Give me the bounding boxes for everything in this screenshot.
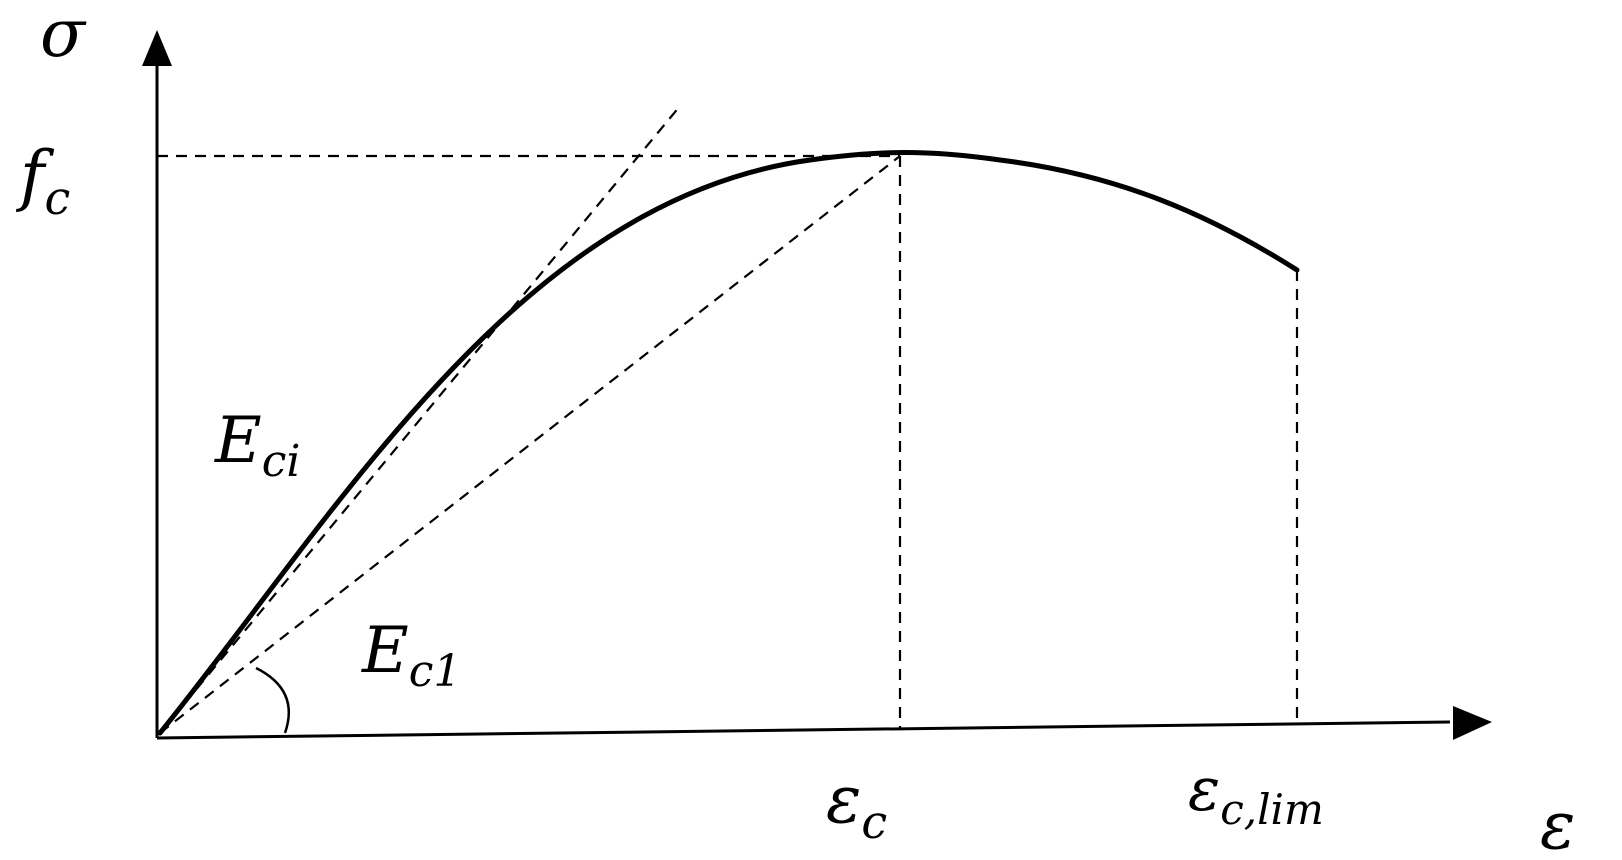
peak-strain-label: εc [826,761,887,849]
initial-modulus-sub: ci [262,436,301,487]
secant-angle-arc [255,666,290,734]
y-axis-arrowhead [142,30,172,66]
stress-strain-curve [157,150,1300,736]
x-axis [156,720,1451,740]
limit-strain-sub: c,lim [1220,785,1324,834]
peak-strain-base: ε [826,761,861,838]
secant-modulus-sub: c1 [409,646,462,697]
secant-modulus-label: Ec1 [361,614,461,697]
secant-modulus-base: E [361,614,409,688]
initial-modulus-tangent-line [159,105,681,734]
y-axis-label: σ [40,0,87,72]
limit-strain-label: εc,lim [1188,755,1324,834]
peak-stress-label: fc [15,137,70,225]
peak-stress-sub: c [44,171,70,225]
x-axis-label: ε [1540,787,1575,860]
limit-strain-base: ε [1188,755,1220,825]
initial-modulus-base: E [214,404,262,478]
secant-modulus-line [159,155,901,734]
x-axis-arrowhead [1453,706,1492,740]
peak-strain-sub: c [861,795,887,849]
initial-modulus-label: Eci [214,404,300,487]
